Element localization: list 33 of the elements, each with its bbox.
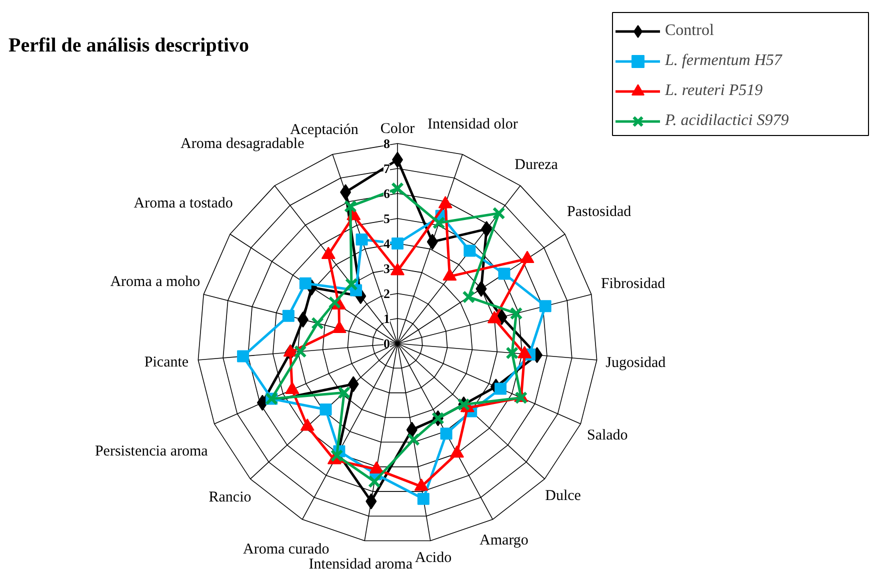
spoke-label: Intensidad olor (427, 116, 518, 132)
y-tick-label: 5 (384, 211, 390, 226)
spoke-label: Jugosidad (606, 355, 666, 372)
spoke-label: Aroma curado (243, 541, 330, 558)
spoke-label: Aroma desagradable (180, 136, 305, 152)
spoke-label: Salado (586, 428, 628, 444)
spoke-label: Fibrosidad (600, 276, 666, 292)
spoke-label: Amargo (480, 532, 528, 548)
legend-label: L. fermentum H57 (665, 51, 782, 71)
y-tick-label: 1 (384, 311, 390, 326)
y-tick-label: 2 (384, 286, 390, 301)
spoke-label: Persistencia aroma (94, 443, 208, 460)
spoke-label: Aroma a tostado (134, 196, 233, 212)
y-tick-label: 8 (384, 136, 390, 151)
spoke-label: Dureza (514, 157, 558, 174)
text: Perfil de análisis descriptivo (8, 34, 250, 56)
y-tick-label: 7 (384, 161, 390, 176)
legend-label: L. reuteri P519 (665, 81, 763, 101)
y-tick-label: 6 (384, 186, 390, 201)
y-tick-label: 4 (384, 236, 390, 251)
spoke-label: Dulce (545, 488, 582, 504)
legend-label: P. acidilactici S979 (665, 111, 789, 131)
spoke-label: Pastosidad (566, 204, 632, 220)
spoke-label: Picante (144, 354, 189, 371)
y-tick-label: 3 (384, 261, 390, 276)
spoke-label: Color (380, 121, 415, 137)
legend-label: Control (665, 21, 714, 41)
spoke-label: Aroma a moho (110, 274, 200, 290)
spoke-label: Aceptación (290, 122, 359, 138)
spoke-label: Intensidad aroma (308, 556, 413, 569)
spoke-label: Acido (414, 550, 452, 566)
y-tick-label: 0 (384, 336, 390, 351)
spoke-label: Rancio (208, 490, 252, 506)
